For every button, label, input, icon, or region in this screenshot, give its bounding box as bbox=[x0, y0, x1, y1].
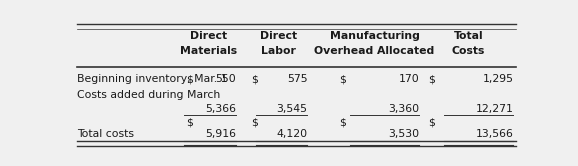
Text: 550: 550 bbox=[215, 74, 236, 84]
Text: 4,120: 4,120 bbox=[276, 129, 307, 139]
Text: $: $ bbox=[251, 74, 258, 84]
Text: 1,295: 1,295 bbox=[483, 74, 513, 84]
Text: Materials: Materials bbox=[180, 46, 238, 56]
Text: 3,545: 3,545 bbox=[276, 104, 307, 114]
Text: Manufacturing: Manufacturing bbox=[329, 31, 420, 41]
Text: 5,916: 5,916 bbox=[205, 129, 236, 139]
Text: Total costs: Total costs bbox=[77, 129, 134, 139]
Text: Costs added during March: Costs added during March bbox=[77, 90, 220, 100]
Text: $: $ bbox=[428, 74, 435, 84]
Text: Direct: Direct bbox=[260, 31, 297, 41]
Text: $: $ bbox=[251, 118, 258, 128]
Text: Overhead Allocated: Overhead Allocated bbox=[314, 46, 435, 56]
Text: Direct: Direct bbox=[190, 31, 227, 41]
Text: 170: 170 bbox=[399, 74, 420, 84]
Text: 3,530: 3,530 bbox=[388, 129, 420, 139]
Text: 3,360: 3,360 bbox=[388, 104, 420, 114]
Text: Labor: Labor bbox=[261, 46, 296, 56]
Text: Total: Total bbox=[454, 31, 484, 41]
Text: $: $ bbox=[428, 118, 435, 128]
Text: 13,566: 13,566 bbox=[476, 129, 513, 139]
Text: Beginning inventory, Mar. 1: Beginning inventory, Mar. 1 bbox=[77, 74, 227, 84]
Text: $: $ bbox=[339, 74, 346, 84]
Text: 5,366: 5,366 bbox=[205, 104, 236, 114]
Text: $: $ bbox=[187, 118, 194, 128]
Text: $: $ bbox=[187, 74, 194, 84]
Text: 575: 575 bbox=[287, 74, 307, 84]
Text: 12,271: 12,271 bbox=[476, 104, 513, 114]
Text: Costs: Costs bbox=[452, 46, 486, 56]
Text: $: $ bbox=[339, 118, 346, 128]
